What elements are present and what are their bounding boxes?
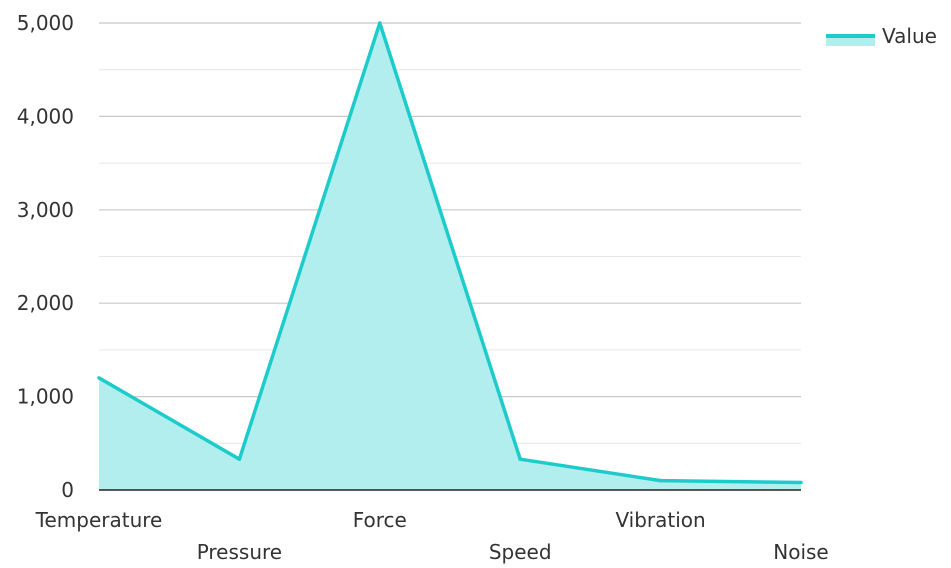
data-point-force bbox=[378, 21, 382, 25]
x-tick-label: Noise bbox=[773, 540, 828, 564]
x-axis-ticks: Temperature Pressure Force Speed Vibration No… bbox=[35, 508, 829, 564]
data-point-speed bbox=[518, 457, 522, 461]
data-point-vibration bbox=[659, 479, 663, 483]
x-tick-label: Force bbox=[353, 508, 407, 532]
series-line-segment bbox=[97, 376, 242, 461]
series-area-fill bbox=[99, 23, 801, 490]
area-fill-layer bbox=[99, 23, 801, 490]
x-tick-label: Speed bbox=[489, 540, 552, 564]
y-tick-label: 5,000 bbox=[17, 11, 74, 35]
y-tick-label: 3,000 bbox=[17, 198, 74, 222]
series-line-segment bbox=[518, 457, 663, 483]
y-axis-ticks: 0 1,000 2,000 3,000 4,000 5,000 bbox=[17, 11, 74, 502]
series-line-layer bbox=[97, 21, 803, 485]
series-line-segment bbox=[378, 21, 522, 461]
data-point-pressure bbox=[237, 457, 241, 461]
legend-swatch-fill bbox=[826, 36, 875, 46]
series-line-segment bbox=[658, 478, 803, 485]
x-tick-label: Temperature bbox=[35, 508, 163, 532]
data-point-noise bbox=[799, 480, 803, 485]
y-tick-label: 1,000 bbox=[17, 385, 74, 409]
legend-label: Value bbox=[882, 24, 937, 48]
data-point-temperature bbox=[97, 376, 101, 380]
x-tick-label: Pressure bbox=[197, 540, 282, 564]
x-tick-label: Vibration bbox=[615, 508, 705, 532]
legend: Value bbox=[826, 24, 937, 48]
y-tick-label: 0 bbox=[61, 478, 74, 502]
y-tick-label: 4,000 bbox=[17, 104, 74, 128]
y-tick-label: 2,000 bbox=[17, 291, 74, 315]
series-line-segment bbox=[237, 21, 382, 461]
